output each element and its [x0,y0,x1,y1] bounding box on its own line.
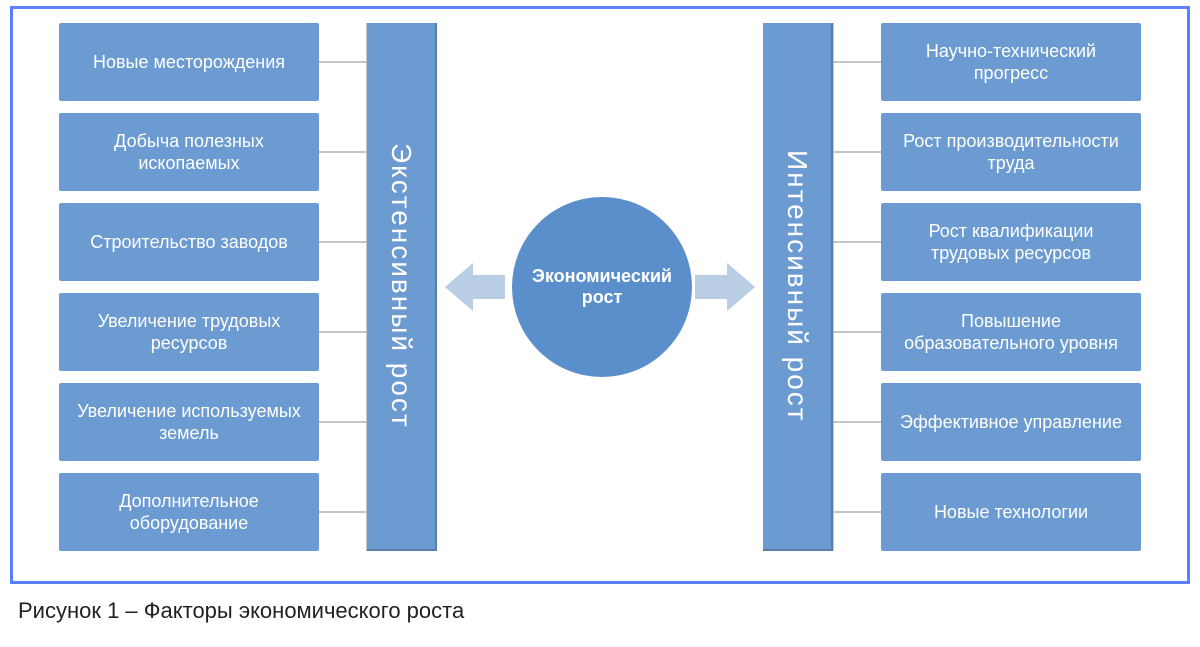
item-label: Рост квалификации трудовых ресурсов [891,220,1131,265]
left-items-column: Новые месторождения Добыча полезных иско… [59,23,319,551]
item-label: Повышение образовательного уровня [891,310,1131,355]
figure-caption: Рисунок 1 – Факторы экономического роста [18,598,464,624]
center-circle: Экономический рост [512,197,692,377]
right-item: Научно-технический прогресс [881,23,1141,101]
item-label: Новые месторождения [93,51,285,74]
left-item: Увеличение трудовых ресурсов [59,293,319,371]
left-category-bar: Экстенсивный рост [367,23,437,551]
left-item: Добыча полезных ископаемых [59,113,319,191]
item-label: Строительство заводов [90,231,288,254]
right-item: Эффективное управление [881,383,1141,461]
item-label: Научно-технический прогресс [891,40,1131,85]
item-label: Рост производительности труда [891,130,1131,175]
left-item: Дополнительное оборудование [59,473,319,551]
left-item: Строительство заводов [59,203,319,281]
page-root: Новые месторождения Добыча полезных иско… [0,0,1200,647]
left-item: Увеличение используемых земель [59,383,319,461]
right-item: Рост производительности труда [881,113,1141,191]
right-item: Новые технологии [881,473,1141,551]
item-label: Увеличение трудовых ресурсов [69,310,309,355]
left-item: Новые месторождения [59,23,319,101]
right-item: Рост квалификации трудовых ресурсов [881,203,1141,281]
center-label: Экономический рост [522,266,682,308]
arrow-right-icon [695,259,755,315]
diagram-frame: Новые месторождения Добыча полезных иско… [10,6,1190,584]
right-connectors [833,23,881,551]
item-label: Дополнительное оборудование [69,490,309,535]
right-category-bar: Интенсивный рост [763,23,833,551]
item-label: Новые технологии [934,501,1088,524]
left-connectors [319,23,367,551]
right-category-title: Интенсивный рост [781,150,813,423]
left-category-title: Экстенсивный рост [385,143,417,429]
item-label: Увеличение используемых земель [69,400,309,445]
right-items-column: Научно-технический прогресс Рост произво… [881,23,1141,551]
right-item: Повышение образовательного уровня [881,293,1141,371]
arrow-left-icon [445,259,505,315]
item-label: Добыча полезных ископаемых [69,130,309,175]
item-label: Эффективное управление [900,411,1122,434]
